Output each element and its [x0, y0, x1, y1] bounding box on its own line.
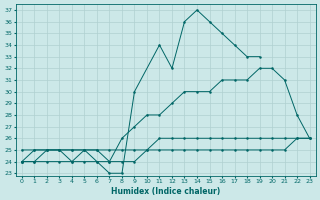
X-axis label: Humidex (Indice chaleur): Humidex (Indice chaleur) [111, 187, 220, 196]
